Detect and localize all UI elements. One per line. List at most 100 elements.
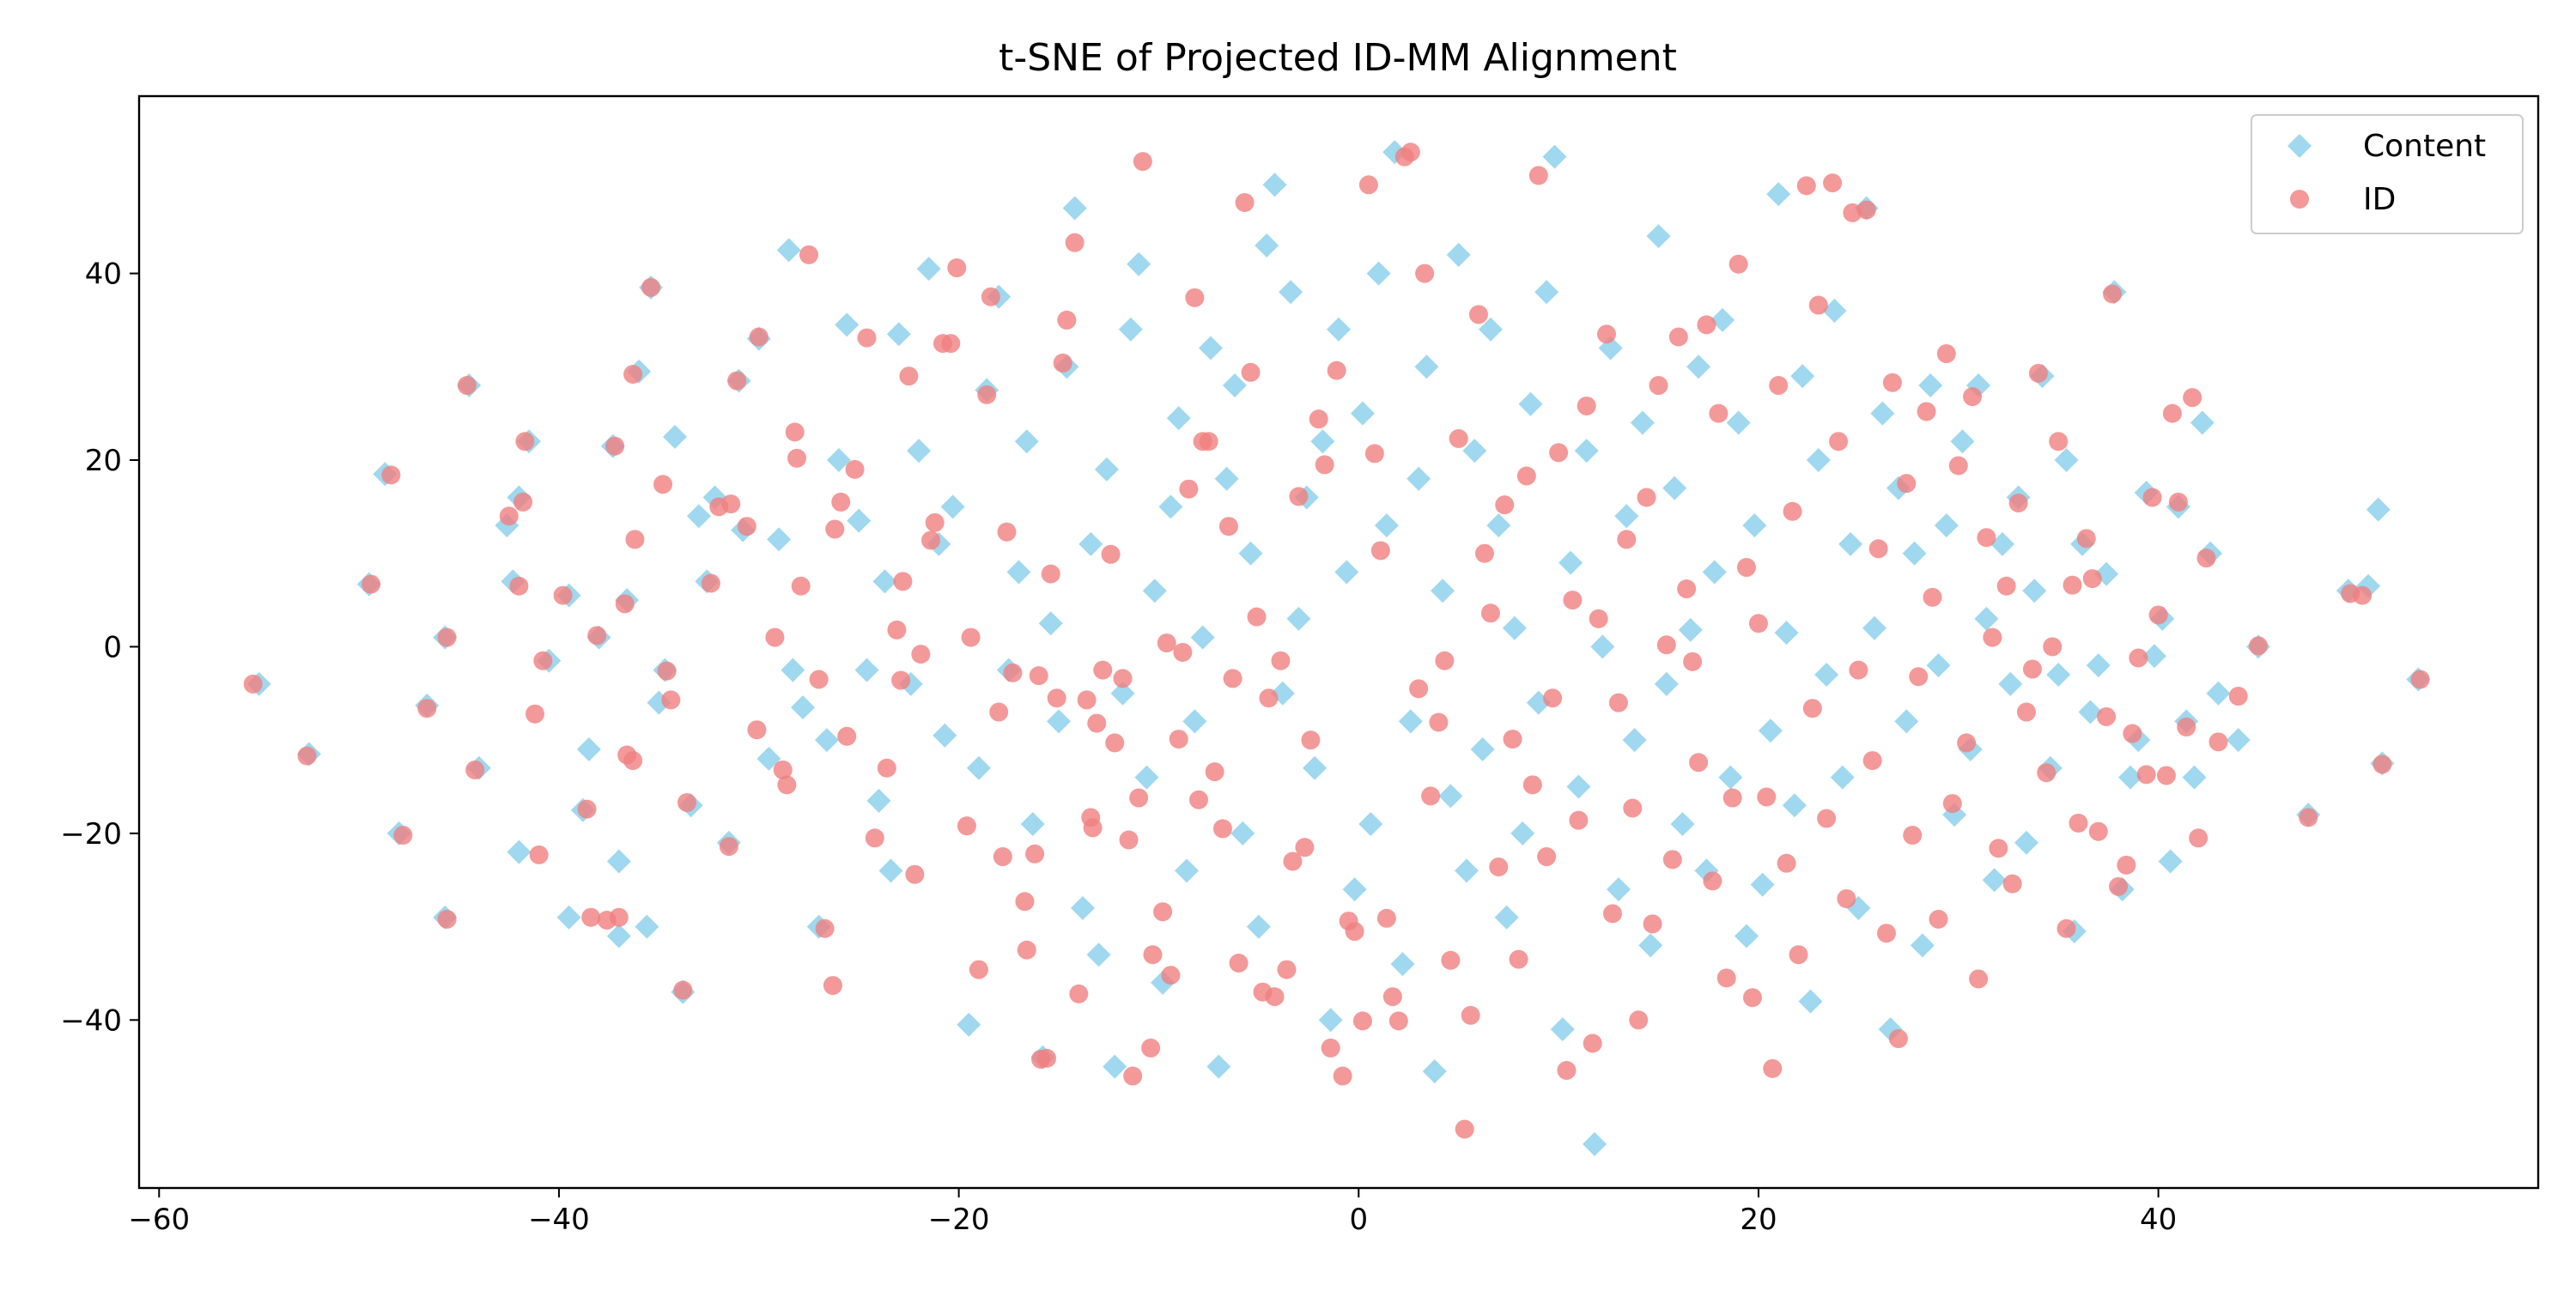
point-id (2109, 876, 2129, 896)
point-content (1606, 877, 1631, 902)
point-id (1557, 1061, 1577, 1081)
point-id (1093, 660, 1113, 680)
x-tick-label: −40 (528, 1203, 590, 1237)
point-content (1318, 1008, 1343, 1033)
point-id (701, 573, 720, 593)
point-id (1382, 987, 1402, 1007)
point-id (1777, 853, 1796, 873)
point-content (1103, 1054, 1127, 1079)
point-content (1470, 737, 1495, 762)
point-id (1509, 949, 1528, 969)
point-content (606, 849, 631, 874)
point-id (437, 909, 457, 929)
point-id (1468, 305, 1488, 324)
point-id (2076, 529, 2096, 549)
point-content (2086, 653, 2111, 678)
point-content (2226, 728, 2251, 753)
point-id (1837, 888, 1856, 908)
point-id (1129, 788, 1149, 808)
point-content (1622, 728, 1647, 753)
point-id (243, 674, 263, 694)
point-id (2208, 732, 2228, 752)
point-content (1806, 448, 1831, 472)
point-content (1142, 579, 1167, 603)
point-id (1977, 528, 1996, 548)
point-id (911, 645, 931, 664)
point-content (1574, 439, 1599, 464)
point-id (609, 907, 629, 927)
point-id (513, 492, 533, 512)
point-id (1963, 387, 1983, 407)
point-id (653, 475, 673, 494)
point-id (977, 385, 997, 404)
point-content (1702, 560, 1727, 585)
point-id (1327, 361, 1346, 380)
point-id (2043, 637, 2063, 657)
point-content (1750, 872, 1775, 897)
x-tick-label: 20 (1740, 1203, 1777, 1237)
point-id (1917, 402, 1936, 421)
point-content (1462, 439, 1487, 464)
point-id (857, 328, 877, 348)
point-content (776, 238, 801, 263)
point-id (1602, 904, 1622, 924)
point-content (940, 494, 965, 519)
point-content (1798, 989, 1823, 1014)
point-id (515, 432, 535, 452)
point-id (1083, 818, 1103, 838)
point-id (1065, 233, 1084, 252)
point-id (581, 907, 601, 927)
point-id (1489, 858, 1509, 877)
point-id (2148, 605, 2168, 625)
point-content (556, 905, 581, 930)
point-content (907, 439, 932, 464)
point-id (587, 626, 607, 646)
point-id (1996, 576, 2016, 596)
point-content (1038, 611, 1063, 636)
point-id (1516, 466, 1536, 486)
point-content (662, 424, 687, 449)
point-id (2353, 585, 2372, 605)
point-id (1503, 730, 1522, 749)
point-id (1345, 922, 1364, 942)
point-content (1047, 709, 1072, 734)
point-id (1563, 591, 1583, 610)
point-id (1649, 376, 1668, 396)
point-id (1903, 826, 1923, 846)
point-id (1882, 373, 1902, 392)
point-content (1134, 765, 1159, 790)
point-id (809, 670, 829, 689)
point-id (1936, 344, 1956, 364)
point-id (1716, 968, 1736, 988)
x-tick-label: 0 (1349, 1203, 1368, 1237)
point-content (1262, 173, 1287, 197)
point-content (1990, 531, 2015, 556)
point-id (2016, 702, 2036, 722)
point-content (1070, 895, 1095, 920)
point-id (1461, 1005, 1480, 1025)
point-content (1502, 615, 1527, 640)
point-id (1400, 142, 1420, 162)
point-content (1902, 541, 1927, 566)
point-content (957, 1012, 981, 1037)
point-id (1983, 627, 2002, 647)
point-id (737, 517, 756, 536)
point-content (1374, 513, 1399, 538)
point-id (1333, 1066, 1352, 1086)
point-id (1643, 914, 1662, 934)
point-content (1614, 504, 1639, 529)
point-id (1271, 651, 1291, 670)
point-content (1486, 513, 1511, 538)
point-id (925, 512, 945, 532)
point-id (437, 627, 457, 647)
point-content (1766, 182, 1791, 207)
point-id (1909, 667, 1929, 687)
point-content (814, 728, 839, 753)
point-id (1435, 651, 1455, 670)
legend-label-id: ID (2363, 182, 2396, 217)
point-id (1229, 953, 1249, 973)
point-id (1623, 798, 1643, 818)
point-content (1014, 429, 1039, 454)
x-axis: −60 −40 −20 0 20 40 (128, 1188, 2177, 1237)
